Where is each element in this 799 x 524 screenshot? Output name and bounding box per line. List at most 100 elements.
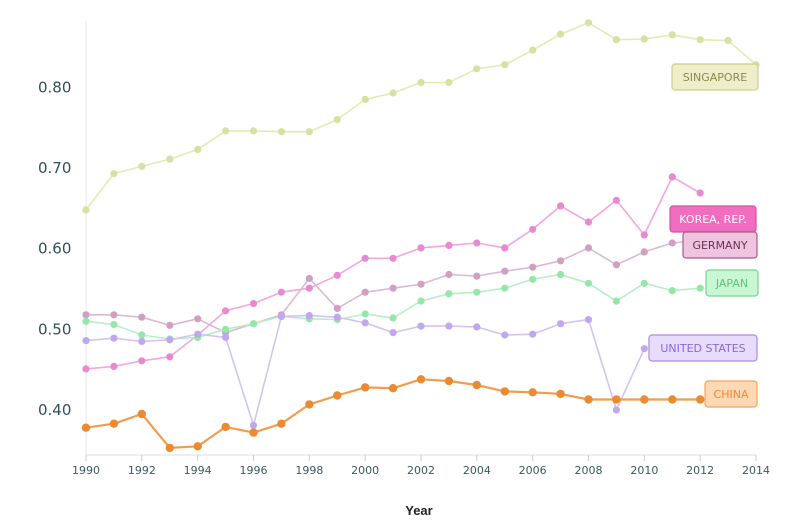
series-singapore — [82, 19, 760, 214]
series-label-text: JAPAN — [715, 277, 748, 290]
series-label-box — [671, 63, 759, 91]
data-point — [529, 263, 537, 271]
data-point — [640, 279, 648, 287]
series-label-box — [682, 231, 758, 259]
data-point — [277, 128, 285, 136]
series-label: GERMANY — [682, 231, 758, 259]
series-label: SINGAPORE — [671, 63, 759, 91]
data-point — [501, 284, 509, 292]
data-point — [305, 274, 313, 283]
data-point — [305, 400, 314, 409]
data-point — [249, 421, 258, 429]
x-tick-label: 1996 — [240, 464, 268, 477]
data-point — [82, 311, 90, 319]
x-tick-label: 2012 — [686, 464, 714, 477]
data-point — [529, 225, 537, 233]
series-label: JAPAN — [705, 269, 759, 297]
data-point — [584, 279, 593, 287]
series-label-box — [648, 334, 758, 362]
data-point — [81, 423, 91, 432]
data-point — [557, 320, 565, 328]
series-labels: SINGAPORE KOREA, REP. GERMANY JAPAN UNITED S… — [648, 63, 759, 408]
data-point — [584, 395, 593, 404]
data-point — [389, 89, 397, 97]
y-tick-label: 0.40 — [38, 401, 71, 419]
data-point — [361, 95, 369, 103]
data-point — [194, 315, 202, 323]
data-point — [194, 145, 202, 153]
data-point — [528, 388, 537, 397]
data-point — [110, 320, 118, 329]
data-point — [166, 321, 174, 329]
x-tick-label: 2010 — [630, 464, 658, 477]
series-korea-rep — [82, 173, 704, 373]
data-point — [501, 267, 509, 275]
data-point — [82, 337, 90, 345]
data-point — [640, 248, 648, 256]
data-point — [529, 275, 537, 283]
data-point — [557, 30, 565, 38]
series-line — [85, 176, 701, 370]
data-point — [445, 270, 453, 279]
x-tick-label: 1992 — [128, 464, 156, 477]
data-point — [222, 333, 230, 341]
data-point — [361, 310, 369, 318]
data-point — [584, 316, 593, 324]
data-point — [668, 173, 676, 181]
data-point — [222, 127, 230, 135]
series-label: KOREA, REP. — [669, 205, 757, 233]
series-china — [81, 375, 705, 453]
x-tick-label: 2006 — [519, 464, 547, 477]
data-point — [696, 36, 704, 44]
x-tick-labels: 1990 1992 1994 1996 1998 2000 2002 2004 2006 2008… — [72, 455, 770, 477]
data-point — [529, 46, 537, 54]
data-point — [612, 297, 621, 305]
data-point — [473, 288, 481, 296]
data-point — [389, 254, 397, 262]
y-tick-labels: 0.40 0.50 0.60 0.70 0.80 — [38, 78, 71, 419]
data-point — [138, 357, 146, 365]
data-point — [389, 314, 397, 322]
data-point — [500, 387, 509, 396]
data-point — [333, 391, 342, 400]
data-point — [696, 284, 704, 292]
data-point — [249, 127, 258, 135]
data-point — [445, 241, 453, 249]
series-label-text: SINGAPORE — [683, 71, 747, 84]
data-point — [193, 442, 202, 451]
data-point — [668, 395, 677, 404]
x-tick-label: 1998 — [295, 464, 323, 477]
data-point — [388, 384, 398, 393]
data-point — [137, 409, 146, 419]
data-point — [668, 287, 676, 295]
data-point — [222, 325, 230, 333]
data-point — [612, 261, 621, 269]
data-point — [584, 19, 593, 27]
data-point — [138, 337, 146, 345]
data-point — [277, 419, 286, 428]
data-point — [445, 290, 453, 298]
series-label-text: KOREA, REP. — [679, 213, 746, 226]
x-tick-label: 2002 — [407, 464, 435, 477]
data-point — [473, 272, 481, 280]
data-point — [361, 254, 369, 262]
data-point — [249, 428, 258, 437]
x-tick-label: 2008 — [575, 464, 603, 477]
data-point — [82, 365, 90, 373]
series-line — [85, 22, 757, 211]
data-point — [417, 280, 425, 288]
x-axis-title: Year — [405, 503, 432, 518]
data-point — [416, 375, 426, 384]
data-point — [417, 244, 425, 252]
data-point — [277, 312, 285, 320]
data-point — [109, 419, 119, 428]
data-point — [640, 35, 648, 43]
series-lines — [81, 19, 760, 453]
data-point — [417, 297, 425, 305]
data-point — [221, 422, 230, 432]
axes — [85, 22, 756, 456]
data-point — [249, 320, 258, 328]
series-label-box — [705, 269, 759, 297]
data-point — [640, 345, 648, 353]
